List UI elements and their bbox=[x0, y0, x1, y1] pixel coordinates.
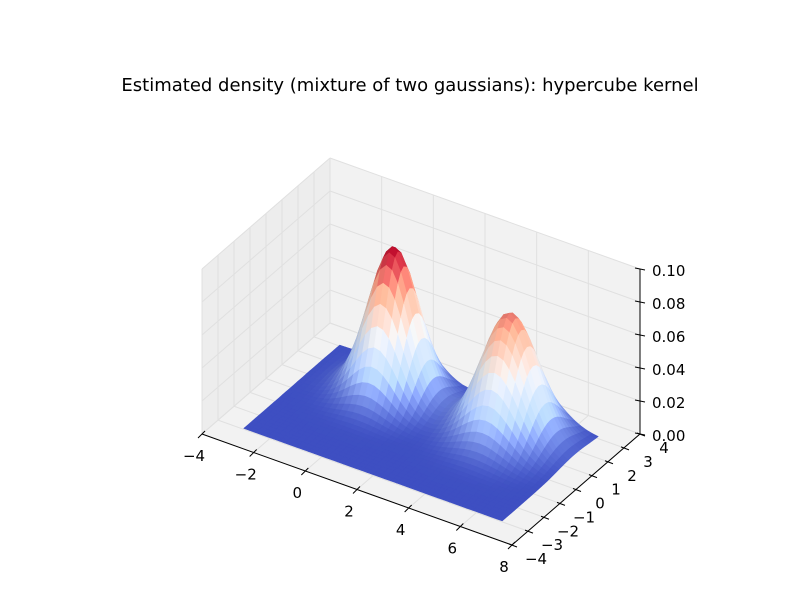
z-tick-label: 0.04 bbox=[652, 361, 685, 379]
x-tick-mark bbox=[249, 449, 258, 457]
grid-z-left bbox=[201, 157, 331, 270]
y-tick-mark bbox=[524, 529, 534, 534]
x-tick-label: 2 bbox=[344, 503, 354, 521]
y-tick-mark bbox=[604, 460, 614, 465]
chart-title: Estimated density (mixture of two gaussi… bbox=[121, 75, 698, 96]
z-tick-mark bbox=[634, 366, 646, 370]
y-tick-mark bbox=[572, 488, 582, 492]
x-tick-mark bbox=[455, 523, 464, 531]
z-tick-label: 0.02 bbox=[652, 394, 685, 412]
y-tick-label: 3 bbox=[643, 453, 653, 471]
y-tick-mark bbox=[588, 474, 598, 479]
grid-y-floor bbox=[217, 419, 529, 532]
grid-z-left bbox=[201, 256, 331, 369]
y-tick-label: −3 bbox=[541, 536, 563, 554]
grid-z-left bbox=[201, 289, 331, 402]
y-tick-mark bbox=[508, 543, 518, 548]
x-tick-mark bbox=[300, 467, 309, 476]
z-tick-label: 0.08 bbox=[652, 295, 685, 313]
x-tick-label: 8 bbox=[499, 558, 509, 576]
x-tick-mark bbox=[507, 541, 516, 550]
grid-z-left bbox=[201, 190, 331, 303]
y-tick-label: 4 bbox=[659, 439, 669, 457]
z-tick-mark bbox=[634, 432, 646, 436]
x-tick-label: −4 bbox=[183, 447, 205, 465]
y-tick-label: 1 bbox=[611, 481, 621, 499]
y-tick-label: 0 bbox=[595, 495, 605, 513]
y-tick-mark bbox=[556, 501, 566, 506]
y-tick-mark bbox=[620, 446, 630, 451]
x-tick-label: −2 bbox=[235, 466, 257, 484]
x-tick-mark bbox=[352, 486, 361, 494]
z-tick-label: 0.00 bbox=[652, 427, 685, 445]
z-tick-mark bbox=[634, 267, 646, 271]
tick-marks bbox=[197, 267, 646, 550]
z-tick-mark bbox=[634, 399, 646, 403]
z-tick-label: 0.06 bbox=[652, 328, 685, 346]
grid-z-back bbox=[329, 157, 641, 270]
z-tick-mark bbox=[634, 300, 646, 304]
surface bbox=[243, 246, 599, 522]
x-tick-label: 6 bbox=[448, 540, 458, 558]
y-tick-label: −1 bbox=[573, 508, 595, 526]
x-tick-mark bbox=[404, 504, 413, 513]
y-tick-label: −4 bbox=[525, 550, 547, 568]
grid-z-left bbox=[201, 322, 331, 435]
z-tick-mark bbox=[634, 333, 646, 337]
y-tick-mark bbox=[540, 515, 550, 520]
grid-z-left bbox=[201, 223, 331, 336]
y-tick-label: 2 bbox=[627, 467, 637, 485]
surface-facet bbox=[495, 515, 506, 522]
grid-z-back bbox=[329, 223, 641, 336]
z-tick-label: 0.10 bbox=[652, 262, 685, 280]
x-tick-label: 0 bbox=[293, 484, 303, 502]
y-tick-label: −2 bbox=[557, 522, 579, 540]
x-tick-mark bbox=[197, 430, 206, 439]
grid-z-back bbox=[329, 190, 641, 303]
x-tick-label: 4 bbox=[396, 521, 406, 539]
